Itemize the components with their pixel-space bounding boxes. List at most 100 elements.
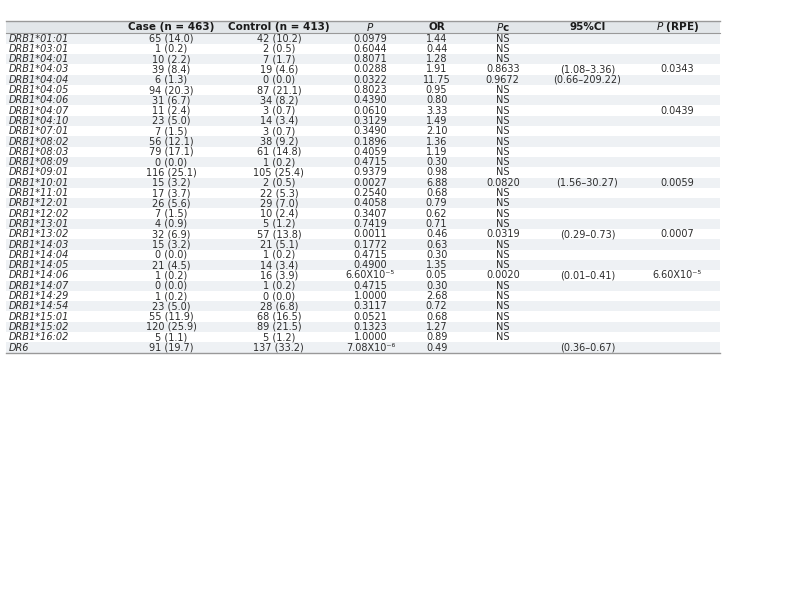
Bar <box>635 301 720 311</box>
Bar <box>408 33 466 44</box>
Bar <box>635 44 720 54</box>
Bar <box>333 198 408 208</box>
Bar <box>118 64 224 75</box>
Bar <box>540 229 635 239</box>
Text: NS: NS <box>496 137 509 147</box>
Text: 0.1323: 0.1323 <box>353 322 387 332</box>
Bar <box>408 239 466 249</box>
Text: 3.33: 3.33 <box>426 105 447 116</box>
Text: DRB1*04:06: DRB1*04:06 <box>9 96 69 105</box>
Bar <box>333 332 408 342</box>
Text: 23 (5.0): 23 (5.0) <box>152 116 190 126</box>
Text: NS: NS <box>496 291 509 301</box>
Bar <box>333 64 408 75</box>
Bar <box>118 208 224 219</box>
Text: 0.3117: 0.3117 <box>353 302 387 311</box>
Bar <box>224 95 333 105</box>
Text: 91 (19.7): 91 (19.7) <box>148 343 194 352</box>
Bar <box>540 126 635 137</box>
Text: 1 (0.2): 1 (0.2) <box>263 281 295 291</box>
Bar <box>6 64 118 75</box>
Text: 0.89: 0.89 <box>426 332 447 342</box>
Text: NS: NS <box>496 240 509 249</box>
Text: 42 (10.2): 42 (10.2) <box>257 34 301 44</box>
Text: (0.36–0.67): (0.36–0.67) <box>560 343 615 352</box>
Bar <box>6 157 118 167</box>
Bar <box>408 342 466 352</box>
Bar <box>408 95 466 105</box>
Bar <box>6 178 118 188</box>
Text: DRB1*14:29: DRB1*14:29 <box>9 291 69 301</box>
Text: 0.1896: 0.1896 <box>353 137 387 147</box>
Text: 1.44: 1.44 <box>426 34 447 44</box>
Text: 0.0319: 0.0319 <box>486 229 520 239</box>
Bar <box>408 188 466 198</box>
Bar <box>224 33 333 44</box>
Bar <box>224 167 333 178</box>
Text: DRB1*16:02: DRB1*16:02 <box>9 332 69 342</box>
Bar <box>466 157 540 167</box>
Text: 14 (3.4): 14 (3.4) <box>260 116 298 126</box>
Bar <box>466 239 540 249</box>
Bar <box>540 33 635 44</box>
Bar <box>118 342 224 352</box>
Bar <box>408 178 466 188</box>
Text: (0.29–0.73): (0.29–0.73) <box>560 229 615 239</box>
Bar <box>224 291 333 301</box>
Text: NS: NS <box>496 199 509 208</box>
Bar <box>118 75 224 85</box>
Text: 0.4715: 0.4715 <box>353 250 387 260</box>
Bar <box>466 188 540 198</box>
Bar <box>408 167 466 178</box>
Bar <box>224 126 333 137</box>
Text: 11.75: 11.75 <box>423 75 450 85</box>
Bar <box>6 219 118 229</box>
Bar <box>118 322 224 332</box>
Bar <box>333 75 408 85</box>
Bar <box>6 33 118 44</box>
Text: 94 (20.3): 94 (20.3) <box>148 85 194 95</box>
Bar <box>540 322 635 332</box>
Bar <box>6 44 118 54</box>
Bar <box>540 44 635 54</box>
Text: 0.30: 0.30 <box>426 157 447 167</box>
Text: 2 (0.5): 2 (0.5) <box>262 44 295 54</box>
Bar <box>466 147 540 157</box>
Text: 39 (8.4): 39 (8.4) <box>152 64 190 74</box>
Bar <box>118 178 224 188</box>
Bar <box>635 342 720 352</box>
Bar <box>118 291 224 301</box>
Text: NS: NS <box>496 167 509 177</box>
Bar <box>6 167 118 178</box>
Bar <box>6 21 118 33</box>
Bar <box>224 178 333 188</box>
Text: 65 (14.0): 65 (14.0) <box>148 34 194 44</box>
Text: DRB1*14:03: DRB1*14:03 <box>9 240 69 249</box>
Bar <box>408 126 466 137</box>
Text: 0.98: 0.98 <box>426 167 447 177</box>
Bar <box>333 291 408 301</box>
Bar <box>333 44 408 54</box>
Bar <box>540 136 635 147</box>
Text: DRB1*07:01: DRB1*07:01 <box>9 126 69 136</box>
Bar <box>540 85 635 95</box>
Bar <box>466 281 540 291</box>
Bar <box>540 178 635 188</box>
Text: (0.01–0.41): (0.01–0.41) <box>560 270 615 280</box>
Bar <box>540 188 635 198</box>
Bar <box>6 147 118 157</box>
Text: 0.7419: 0.7419 <box>353 219 387 229</box>
Bar <box>118 85 224 95</box>
Text: 0.44: 0.44 <box>426 44 447 54</box>
Bar <box>540 105 635 116</box>
Text: 0.4390: 0.4390 <box>353 96 387 105</box>
Text: NS: NS <box>496 250 509 260</box>
Bar <box>540 332 635 342</box>
Bar <box>224 147 333 157</box>
Bar <box>540 239 635 249</box>
Bar <box>466 178 540 188</box>
Bar <box>466 126 540 137</box>
Bar <box>466 33 540 44</box>
Text: NS: NS <box>496 116 509 126</box>
Bar <box>540 147 635 157</box>
